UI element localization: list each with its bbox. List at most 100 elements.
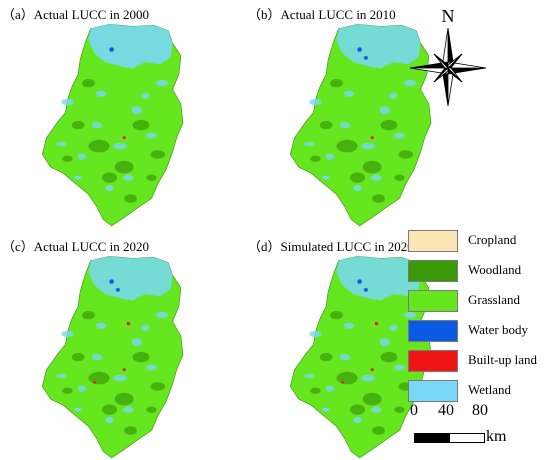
legend-swatch-cropland (408, 230, 458, 252)
legend-label-water-body: Water body (468, 322, 528, 337)
wetland-patch (123, 174, 134, 181)
built-up-land (370, 136, 374, 140)
scale-unit: km (486, 428, 507, 445)
woodland-patch (372, 426, 385, 435)
woodland-patch (71, 352, 85, 362)
wetland-patch (155, 311, 169, 319)
wetland-patch (360, 142, 376, 150)
wetland-patch (394, 364, 405, 371)
legend-item-woodland: Woodland (406, 258, 546, 284)
woodland-patch (124, 426, 137, 435)
wetland-patch (403, 79, 417, 87)
wetland-patch (321, 407, 331, 412)
wetland-patch (73, 175, 83, 180)
wetland-patch (146, 132, 157, 139)
woodland-patch (398, 150, 414, 159)
woodland-patch (146, 406, 157, 413)
woodland-patch (102, 404, 117, 415)
wetland-patch (309, 330, 322, 338)
water-body (364, 288, 368, 292)
woodland-patch (62, 387, 73, 394)
scale-bar-graphic (414, 433, 485, 443)
map-panel-c (41, 255, 184, 459)
legend-swatch-woodland (408, 260, 458, 282)
wetland-patch (78, 153, 87, 160)
built-up-land (126, 321, 131, 326)
wetland-patch (55, 141, 67, 147)
wetland-patch (389, 92, 398, 99)
wetland-patch (95, 322, 107, 329)
water-body (364, 56, 368, 60)
legend-item-wetland: Wetland (406, 378, 546, 404)
wetland-patch (91, 121, 103, 129)
wetland-patch (353, 184, 362, 192)
panel-title-a: （a）Actual LUCC in 2000 (2, 7, 149, 22)
water-body (109, 47, 114, 52)
panel-title-c: （c）Actual LUCC in 2020 (2, 239, 149, 254)
wetland-patch (105, 416, 114, 424)
scale-tick-0: 0 (410, 402, 418, 419)
woodland-patch (71, 120, 85, 130)
legend-item-cropland: Cropland (406, 228, 546, 254)
wetland-patch (55, 373, 67, 379)
wetland-patch (309, 98, 322, 106)
wetland-area (336, 256, 421, 301)
woodland-patch (88, 139, 110, 153)
wetland-patch (105, 184, 114, 192)
scale-tick-80: 80 (472, 402, 488, 419)
wetland-patch (303, 373, 315, 379)
woodland-patch (394, 174, 405, 181)
built-up-land (374, 321, 379, 326)
north-arrow-icon: N (409, 6, 487, 106)
woodland-patch (350, 404, 365, 415)
wetland-patch (343, 322, 355, 329)
scale-bar: 0 40 80 km (400, 402, 550, 458)
legend-swatch-grassland (408, 290, 458, 312)
woodland-patch (380, 119, 398, 131)
wetland-patch (371, 174, 382, 181)
woodland-patch (319, 120, 333, 130)
woodland-patch (350, 172, 365, 183)
water-body (357, 279, 362, 284)
woodland-patch (114, 160, 134, 174)
woodland-patch (336, 139, 358, 153)
wetland-patch (112, 142, 128, 150)
woodland-patch (102, 172, 117, 183)
woodland-patch (114, 392, 134, 406)
water-body (109, 279, 114, 284)
woodland-patch (394, 406, 405, 413)
wetland-patch (326, 385, 335, 392)
woodland-patch (336, 371, 358, 385)
wetland-patch (321, 175, 331, 180)
woodland-patch (150, 150, 166, 159)
wetland-patch (141, 92, 150, 99)
wetland-patch (326, 153, 335, 160)
wetland-patch (155, 79, 169, 87)
wetland-patch (403, 311, 417, 319)
woodland-patch (88, 371, 110, 385)
wetland-patch (131, 106, 143, 115)
wetland-patch (78, 385, 87, 392)
legend-item-water-body: Water body (406, 318, 546, 344)
legend-item-grassland: Grassland (406, 288, 546, 314)
wetland-patch (379, 338, 391, 347)
wetland-patch (146, 364, 157, 371)
woodland-patch (82, 78, 95, 88)
woodland-patch (132, 119, 150, 131)
wetland-patch (353, 416, 362, 424)
legend-label-wetland: Wetland (468, 382, 511, 397)
wetland-patch (360, 374, 376, 382)
wetland-patch (303, 141, 315, 147)
wetland-patch (343, 90, 355, 97)
legend-swatch-water-body (408, 320, 458, 342)
woodland-patch (150, 382, 166, 391)
legend-label-woodland: Woodland (468, 262, 522, 277)
built-up-land (122, 136, 126, 140)
water-body (116, 288, 120, 292)
legend-label-built-up-land: Built-up land (468, 352, 537, 367)
woodland-patch (372, 194, 385, 203)
wetland-patch (131, 338, 143, 347)
woodland-patch (362, 392, 382, 406)
woodland-patch (330, 78, 343, 88)
wetland-patch (371, 406, 382, 413)
